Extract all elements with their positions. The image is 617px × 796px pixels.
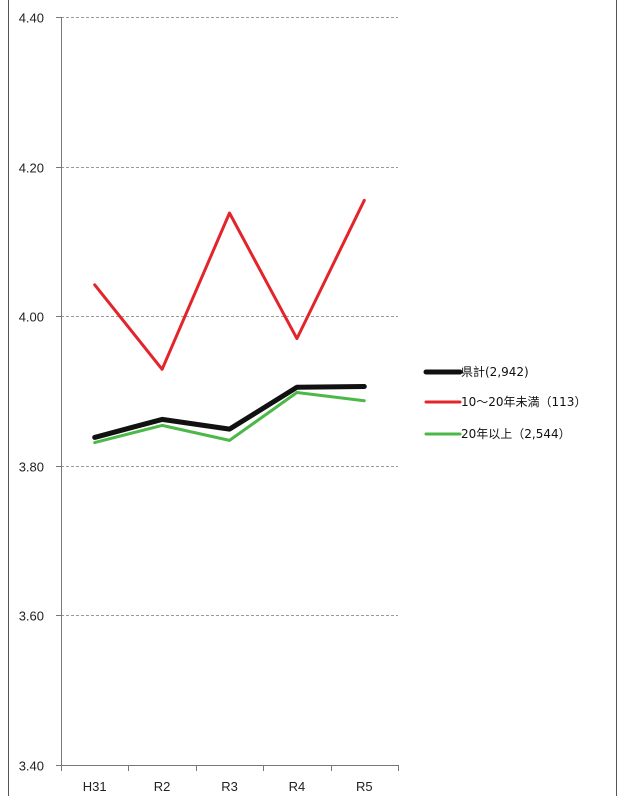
y-tick-label: 3.40 (19, 759, 44, 774)
y-tick-label: 4.20 (19, 161, 44, 176)
x-tick-label: R4 (289, 779, 306, 794)
y-tick-label: 4.40 (19, 11, 44, 26)
legend-label-1: 10〜20年未満（113） (461, 395, 586, 409)
y-tick-label: 4.00 (19, 310, 44, 325)
series-line-2 (93, 391, 366, 445)
x-tick-label: R3 (221, 779, 238, 794)
gridlines (56, 17, 398, 766)
axes (61, 17, 399, 771)
x-tick-label: R5 (356, 779, 373, 794)
legend-label-2: 20年以上（2,544） (461, 427, 571, 441)
series-line-0 (92, 384, 367, 440)
x-tick-label: H31 (83, 779, 107, 794)
legend: 県計(2,942) 10〜20年未満（113） 20年以上（2,544） (423, 364, 586, 441)
y-axis-tick-labels: 3.40 3.60 3.80 4.00 4.20 4.40 (19, 11, 44, 774)
series-line-1 (93, 198, 366, 371)
y-tick-label: 3.80 (19, 460, 44, 475)
x-axis-tick-labels: H31 R2 R3 R4 R5 (83, 779, 373, 794)
series-lines (92, 198, 367, 445)
legend-label-0: 県計(2,942) (461, 364, 529, 379)
x-tick-label: R2 (154, 779, 171, 794)
y-tick-label: 3.60 (19, 609, 44, 624)
